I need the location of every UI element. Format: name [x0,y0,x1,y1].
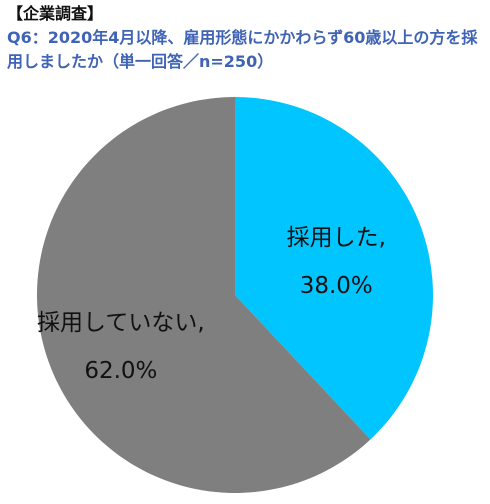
survey-type-label: 【企業調査】 [7,4,104,23]
slice-value-2: 62.0% [84,358,157,384]
slice-value-1: 38.0% [300,273,373,299]
slice-label-1: 採用した, [287,225,386,251]
pie-slice-1 [235,97,433,440]
chart-title: Q6：2020年4月以降、雇用形態にかかわらず60歳以上の方を採用しましたか（単… [7,28,478,71]
pie-labels: 採用した, 38.0% 採用していない, 62.0% [37,225,386,384]
chart-header: 【企業調査】 Q6：2020年4月以降、雇用形態にかかわらず60歳以上の方を採用… [7,3,485,74]
pie-slices [36,97,433,493]
pie-slice-2 [36,97,371,493]
slice-label-2: 採用していない, [37,310,205,336]
